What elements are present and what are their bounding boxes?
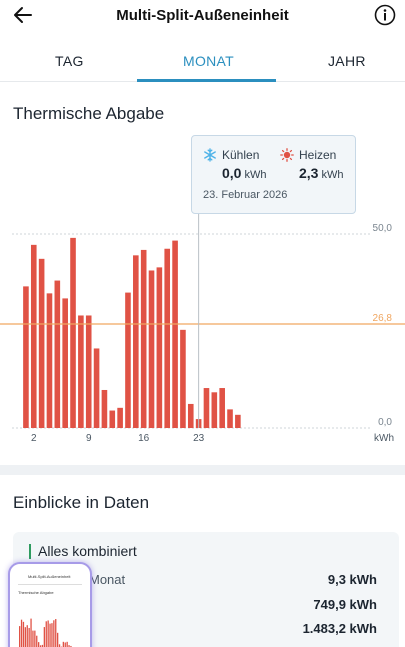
chart-bar[interactable] [93, 348, 100, 428]
thumbnail-bar [58, 644, 61, 647]
thumbnail-bar [22, 621, 25, 647]
insight-row-value: 749,9 kWh [313, 597, 377, 612]
thumbnail-bar [32, 630, 34, 647]
snowflake-icon [204, 148, 216, 162]
chart-bar[interactable] [117, 407, 123, 428]
page-title: Multi-Split-Außeneinheit [116, 7, 289, 24]
chart-bar[interactable] [156, 267, 163, 428]
cooling-unit: kWh [244, 169, 267, 181]
thumbnail-bar [49, 623, 51, 647]
thumbnail-subtitle: Thermische Abgabe [18, 590, 54, 595]
chart-bar[interactable] [133, 255, 139, 428]
thumbnail-bar [30, 618, 32, 647]
tab-year[interactable]: JAHR [328, 53, 366, 69]
x-tick-label: 23 [193, 433, 205, 444]
insights-title: Einblicke in Daten [13, 493, 150, 512]
chart-bar[interactable] [62, 298, 68, 428]
chart-bar[interactable] [125, 292, 131, 428]
chart-bar[interactable] [140, 249, 147, 428]
sun-icon [280, 148, 294, 162]
thumbnail-bar [45, 621, 47, 647]
cooling-label: Kühlen [222, 148, 260, 162]
average-label: 26,8 [373, 313, 393, 324]
active-tab-indicator [137, 79, 276, 82]
y-unit-label: kWh [374, 433, 394, 444]
chart-bar[interactable] [219, 388, 225, 428]
heating-unit: kWh [321, 169, 344, 181]
chart-bar[interactable] [203, 388, 210, 428]
chart-tooltip: Kühlen 0,0 kWh Heizen 2,3 kWh 23. Februar … [191, 135, 356, 214]
thumbnail-bar [66, 641, 68, 647]
cooling-value-number: 0,0 [222, 165, 242, 181]
chart-bar[interactable] [109, 410, 116, 428]
tab-month[interactable]: MONAT [183, 53, 235, 69]
insight-row-value: 9,3 kWh [327, 572, 377, 587]
chart-bar[interactable] [46, 293, 53, 428]
chart-bar[interactable] [85, 315, 92, 428]
thumbnail-bar [41, 644, 44, 647]
thumbnail-bar [68, 645, 70, 647]
thumbnail-bar [62, 641, 64, 647]
thumbnail-bar [70, 645, 72, 647]
cooling-value: 0,0 kWh [222, 165, 266, 181]
chart-bar[interactable] [78, 315, 84, 428]
thumbnail-bar [57, 632, 59, 647]
heating-value: 2,3 kWh [299, 165, 343, 181]
top-app-bar: Multi-Split-Außeneinheit [0, 0, 405, 32]
chart-title: Thermische Abgabe [13, 104, 165, 123]
chart-bar[interactable] [38, 258, 45, 428]
x-tick-label: 16 [138, 433, 150, 444]
screenshot-preview-thumbnail[interactable]: Multi-Split-Außeneinheit Thermische Abga… [8, 562, 92, 647]
thumbnail-bar [64, 642, 66, 647]
heating-label: Heizen [299, 148, 337, 162]
chart-bar[interactable] [235, 414, 241, 428]
x-tick-label: 2 [31, 433, 37, 444]
thumbnail-bar [26, 625, 28, 647]
thumbnail-bar [51, 623, 53, 647]
thumbnail-bar [38, 642, 40, 647]
chart-bar[interactable] [187, 403, 194, 428]
thumbnail-tabs [18, 584, 82, 585]
chart-bar[interactable] [70, 237, 76, 428]
thumbnail-bar [36, 635, 38, 647]
chart-bar[interactable] [172, 240, 178, 428]
thumbnail-content: Multi-Split-Außeneinheit Thermische Abga… [14, 568, 86, 647]
section-divider [0, 465, 405, 475]
thumbnail-bar [20, 619, 23, 647]
thumbnail-chart [19, 618, 72, 647]
thumbnail-bar [24, 627, 26, 647]
thumbnail-bar [28, 627, 30, 647]
chart-bar[interactable] [54, 280, 61, 428]
period-tabs: TAG MONAT JAHR [0, 44, 405, 82]
chart-bar[interactable] [101, 389, 108, 428]
x-tick-label: 9 [86, 433, 92, 444]
info-icon[interactable] [374, 4, 396, 26]
insight-row-label: Monat [89, 572, 126, 587]
arrow-left-icon[interactable] [10, 2, 36, 28]
thumbnail-bar [34, 630, 36, 647]
y-tick-label: 50,0 [373, 223, 393, 234]
thumbnail-bar [47, 620, 49, 647]
thumbnail-bar [53, 620, 55, 647]
thumbnail-bar [43, 627, 45, 647]
chart-bar[interactable] [180, 329, 186, 428]
chart-bar[interactable] [30, 244, 37, 428]
thumbnail-bar [39, 645, 42, 647]
thumbnail-title: Multi-Split-Außeneinheit [28, 574, 71, 579]
chart-bar[interactable] [211, 392, 218, 428]
thumbnail-bar [55, 619, 57, 647]
insight-row-value: 1.483,2 kWh [302, 621, 377, 636]
chart-bar[interactable] [164, 248, 171, 428]
thumbnail-bar [19, 626, 21, 647]
thermal-output-chart[interactable]: 26,8 50,0 0,0 2 9 16 23 kWh [0, 130, 405, 450]
y-tick-label: 0,0 [378, 417, 392, 428]
chart-bar[interactable] [148, 270, 155, 428]
chart-bar[interactable] [23, 286, 29, 428]
tooltip-date: 23. Februar 2026 [203, 189, 288, 201]
insights-card-header: Alles kombiniert [29, 544, 137, 559]
tab-day[interactable]: TAG [55, 53, 84, 69]
heating-value-number: 2,3 [299, 165, 319, 181]
chart-bar[interactable] [227, 409, 233, 428]
